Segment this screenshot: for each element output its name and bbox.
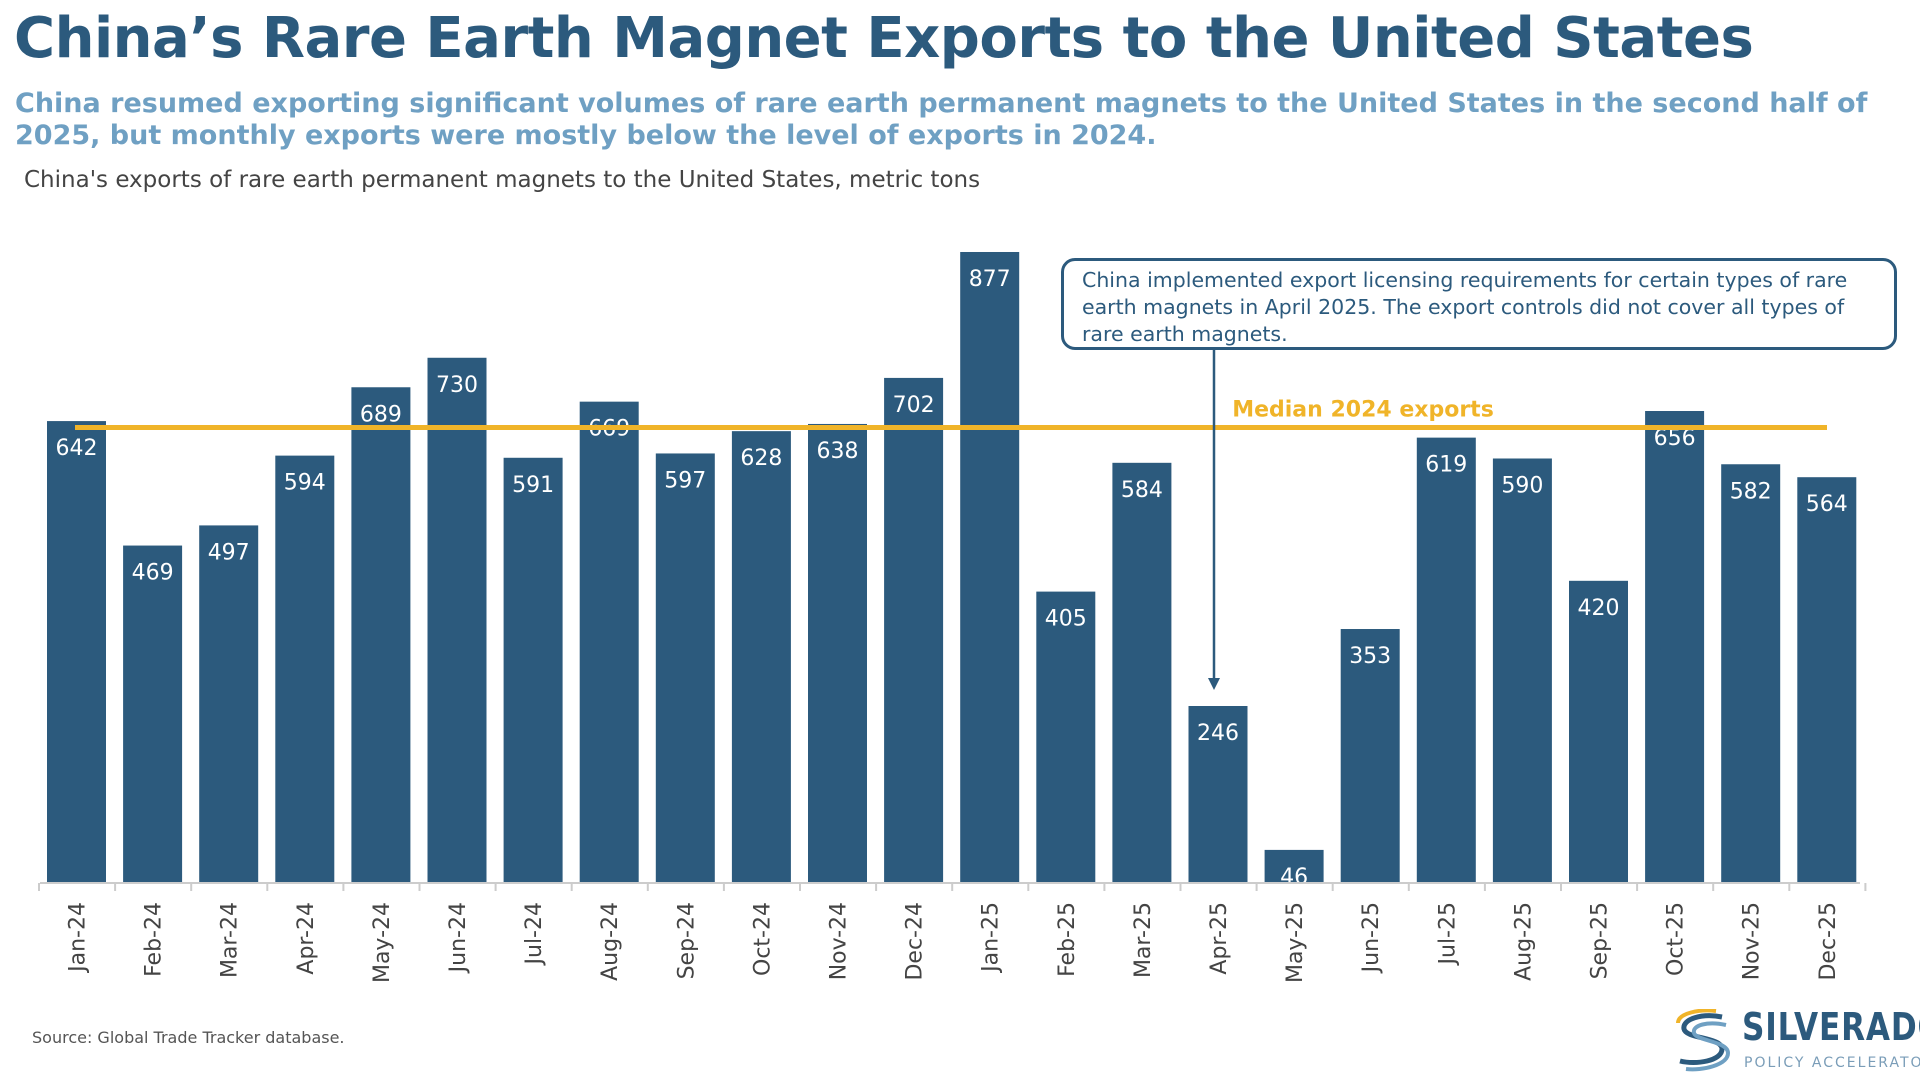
bar-Dec-25 <box>1797 477 1857 883</box>
tick-label-Jun-25: Jun-25 <box>1359 902 1384 974</box>
value-label-Mar-25: 584 <box>1121 478 1163 503</box>
x-tick-labels-group: Jan-24 Feb-24 Mar-24 Apr-24 May-24 Jun-24 Jul-… <box>66 902 1841 983</box>
page-subtitle: China resumed exporting significant volu… <box>15 88 1868 151</box>
tick-label-Apr-24: Apr-24 <box>294 902 319 975</box>
value-label-Apr-25: 246 <box>1197 721 1239 746</box>
value-label-Jul-25: 619 <box>1425 453 1467 478</box>
value-label-Mar-24: 497 <box>208 540 250 565</box>
logo-wordmark: SILVERADO <box>1742 1005 1920 1049</box>
tick-label-Jan-25: Jan-25 <box>979 902 1004 974</box>
tick-label-Dec-24: Dec-24 <box>903 902 928 981</box>
tick-label-Mar-25: Mar-25 <box>1131 902 1156 978</box>
bar-Jul-24 <box>503 457 563 883</box>
value-label-Nov-25: 582 <box>1730 479 1772 504</box>
value-label-Aug-25: 590 <box>1501 473 1543 498</box>
bar-Jan-24 <box>47 421 106 883</box>
bar-Feb-25 <box>1036 591 1096 883</box>
tick-label-Nov-25: Nov-25 <box>1740 902 1765 980</box>
page-title: China’s Rare Earth Magnet Exports to the… <box>14 6 1754 71</box>
value-label-Sep-24: 597 <box>664 468 706 493</box>
tick-label-Oct-25: Oct-25 <box>1664 902 1689 976</box>
value-label-Feb-24: 469 <box>132 561 174 586</box>
bar-Sep-25 <box>1569 580 1628 883</box>
value-label-Jan-25: 877 <box>969 267 1011 292</box>
bar-Feb-24 <box>123 545 183 883</box>
tick-label-Dec-25: Dec-25 <box>1816 902 1841 981</box>
bar-Aug-24 <box>579 401 639 883</box>
x-ticks-group <box>38 883 1867 891</box>
tick-label-Nov-24: Nov-24 <box>827 902 852 980</box>
value-label-Jun-25: 353 <box>1349 644 1391 669</box>
annotation-callout: China implemented export licensing requi… <box>1061 258 1897 350</box>
bar-Nov-25 <box>1721 464 1781 883</box>
source-note: Source: Global Trade Tracker database. <box>32 1028 345 1047</box>
value-label-Jul-24: 591 <box>512 473 554 498</box>
value-label-May-25: 46 <box>1280 865 1308 890</box>
value-label-Dec-25: 564 <box>1806 492 1848 517</box>
tick-label-Jun-24: Jun-24 <box>446 902 471 974</box>
median-label: Median 2024 exports <box>1232 398 1494 423</box>
silverado-logo: SILVERADO POLICY ACCELERATOR <box>1672 1005 1920 1077</box>
bar-Jun-24 <box>427 357 487 883</box>
bar-May-25 <box>1264 849 1324 883</box>
bar-Jun-25 <box>1340 629 1400 883</box>
bar-Dec-24 <box>884 377 944 883</box>
tick-label-Jan-24: Jan-24 <box>66 902 91 974</box>
tick-label-Feb-24: Feb-24 <box>142 902 167 977</box>
callout-arrowhead <box>1208 678 1220 691</box>
bar-Sep-24 <box>655 453 715 883</box>
value-label-Dec-24: 702 <box>893 393 935 418</box>
bar-Nov-24 <box>808 423 867 883</box>
value-label-Oct-24: 628 <box>740 446 782 471</box>
tick-label-Oct-24: Oct-24 <box>750 902 775 976</box>
tick-label-Feb-25: Feb-25 <box>1055 902 1080 977</box>
bar-Apr-25 <box>1188 706 1248 883</box>
value-label-Sep-25: 420 <box>1578 596 1620 621</box>
tick-label-May-25: May-25 <box>1283 902 1308 983</box>
value-label-Apr-24: 594 <box>284 471 326 496</box>
tick-label-Mar-24: Mar-24 <box>218 902 243 978</box>
value-label-Oct-25: 656 <box>1654 426 1696 451</box>
bar-May-24 <box>351 387 411 883</box>
tick-label-Jul-25: Jul-25 <box>1435 902 1460 966</box>
bar-Oct-24 <box>731 431 791 883</box>
value-label-Jan-24: 642 <box>56 436 98 461</box>
value-labels-group: 6424694975946897305916695976286387028774… <box>56 267 1848 890</box>
bar-Jul-25 <box>1416 437 1476 883</box>
tick-label-May-24: May-24 <box>370 902 395 983</box>
bar-Oct-25 <box>1645 411 1705 883</box>
bar-Mar-25 <box>1112 462 1172 883</box>
bar-chart: 6424694975946897305916695976286387028774… <box>38 251 1867 983</box>
value-label-Feb-25: 405 <box>1045 607 1087 632</box>
tick-label-Jul-24: Jul-24 <box>522 902 547 966</box>
bars-group <box>47 251 1857 883</box>
bar-Mar-24 <box>199 525 259 883</box>
tick-label-Apr-25: Apr-25 <box>1207 902 1232 975</box>
logo-mark-icon <box>1676 1009 1731 1072</box>
bar-Jan-25 <box>960 251 1020 883</box>
value-label-Nov-24: 638 <box>817 439 859 464</box>
bar-Apr-24 <box>275 455 335 883</box>
chart-caption: China's exports of rare earth permanent … <box>24 167 981 193</box>
tick-label-Aug-25: Aug-25 <box>1511 902 1536 981</box>
tick-label-Aug-24: Aug-24 <box>598 902 623 981</box>
value-label-Jun-24: 730 <box>436 373 478 398</box>
value-label-May-24: 689 <box>360 402 402 427</box>
bar-Aug-25 <box>1492 458 1552 883</box>
tick-label-Sep-24: Sep-24 <box>674 902 699 979</box>
logo-tagline: POLICY ACCELERATOR <box>1744 1055 1920 1071</box>
tick-label-Sep-25: Sep-25 <box>1588 902 1613 979</box>
